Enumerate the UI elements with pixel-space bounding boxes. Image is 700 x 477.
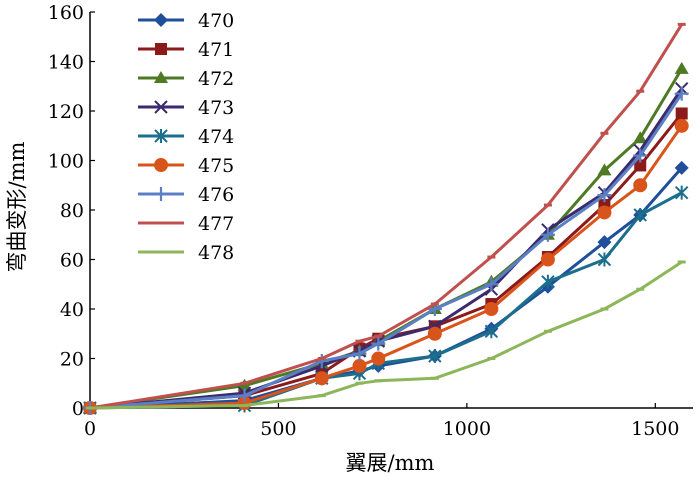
y-tick-label: 0 [72, 398, 84, 420]
data-point [484, 324, 499, 339]
legend-label: 476 [198, 184, 234, 206]
legend-label: 477 [198, 213, 234, 235]
legend-marker [154, 187, 168, 201]
y-axis-label: 弯曲变形/mm [5, 141, 29, 272]
legend-item-473: 473 [138, 97, 234, 119]
legend-label: 472 [198, 68, 234, 90]
data-point [371, 336, 386, 351]
legend-marker [154, 13, 168, 27]
data-point [675, 107, 688, 120]
y-tick-label: 40 [60, 299, 84, 321]
legend-item-470: 470 [138, 10, 234, 32]
legend-label: 474 [198, 126, 234, 148]
legend-label: 473 [198, 97, 234, 119]
legend-label: 478 [198, 242, 234, 264]
legend-item-476: 476 [138, 184, 234, 206]
data-point [674, 61, 689, 74]
series-476 [83, 86, 689, 415]
series-472 [83, 61, 689, 413]
data-point [674, 160, 689, 175]
x-tick-label: 1500 [631, 418, 679, 440]
data-point [633, 207, 647, 222]
legend-item-474: 474 [138, 126, 234, 148]
data-point [674, 118, 689, 133]
data-point [314, 371, 329, 386]
y-tick-label: 160 [48, 2, 84, 24]
legend-marker [154, 158, 168, 172]
data-point [633, 131, 648, 144]
legend-label: 470 [198, 10, 234, 32]
legend: 470 471 472 473 474 475 476 477 478 [138, 10, 234, 264]
data-point [597, 205, 612, 220]
x-tick-label: 1000 [443, 418, 491, 440]
x-axis-label: 翼展/mm [346, 451, 435, 475]
data-point [540, 227, 555, 242]
series-line-474 [89, 191, 683, 410]
legend-marker [155, 43, 167, 55]
y-tick-label: 80 [60, 200, 84, 222]
data-point [597, 235, 612, 250]
series-line-472 [89, 68, 683, 410]
data-point [597, 188, 612, 203]
series-line-478 [89, 260, 683, 410]
data-point [597, 252, 612, 267]
data-point [352, 346, 367, 361]
series-471 [84, 107, 688, 414]
legend-item-472: 472 [138, 68, 234, 90]
legend-item-471: 471 [138, 39, 234, 61]
legend-marker [154, 71, 168, 83]
legend-label: 471 [198, 39, 234, 61]
y-tick-label: 60 [60, 250, 84, 272]
legend-marker [154, 129, 168, 143]
data-point [371, 351, 386, 366]
legend-item-475: 475 [138, 155, 234, 177]
data-point [484, 302, 499, 316]
data-point [237, 388, 252, 403]
y-tick-label: 20 [60, 349, 84, 371]
data-point [427, 326, 442, 341]
legend-item-478: 478 [138, 242, 234, 264]
legend-label: 475 [198, 155, 234, 177]
data-point [352, 358, 367, 373]
axes: 0 20 40 60 80 100 120 140 160 0 500 1000 1500 [48, 2, 693, 440]
data-point [634, 159, 647, 172]
data-point [633, 148, 648, 163]
legend-marker [154, 100, 168, 114]
series-475 [83, 118, 689, 415]
x-tick-label: 500 [260, 418, 296, 440]
x-tick-label: 0 [84, 418, 96, 440]
y-tick-label: 140 [48, 52, 84, 74]
y-tick-label: 120 [48, 101, 84, 123]
data-point [541, 274, 555, 289]
data-point [428, 349, 442, 364]
series-478 [86, 260, 686, 410]
series-477 [86, 22, 686, 410]
data-point [484, 277, 499, 292]
data-point [540, 252, 555, 267]
data-point [674, 185, 689, 200]
data-point [633, 178, 648, 193]
series-layer [83, 22, 689, 415]
y-tick-label: 100 [48, 151, 84, 173]
data-point [597, 163, 612, 176]
data-point [674, 86, 689, 101]
legend-item-477: 477 [138, 213, 234, 235]
